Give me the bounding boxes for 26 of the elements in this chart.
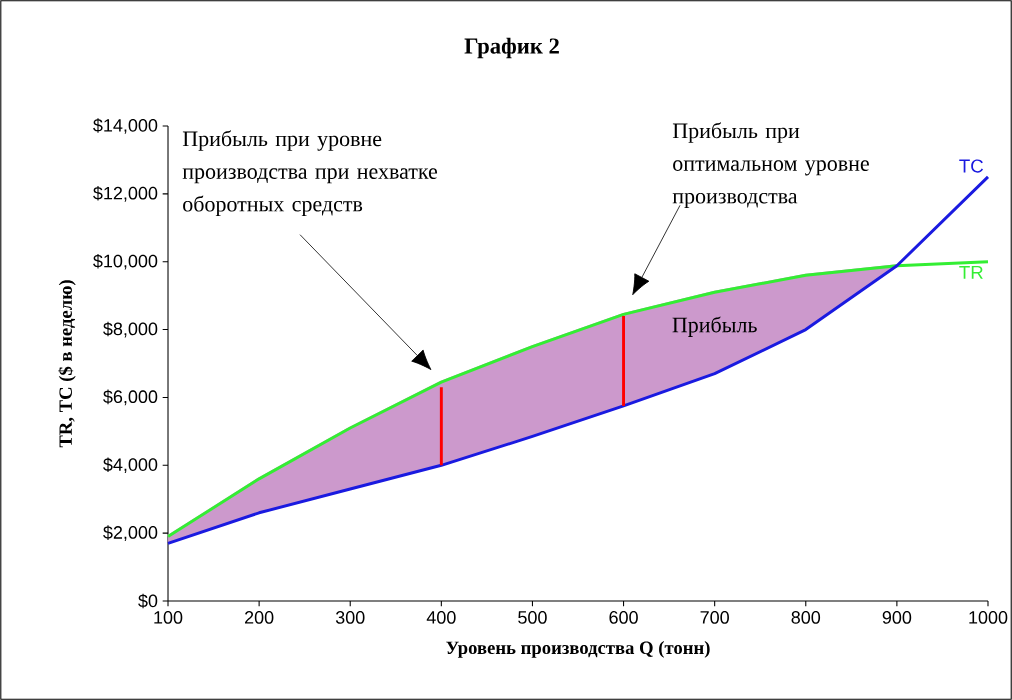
series-label: TC [959,159,984,173]
x-axis-title: Уровень производства Q (тонн) [446,640,710,658]
y-tick-label: $4,000 [103,457,158,474]
y-axis-title: TR, TC ($ в неделю) [58,280,76,448]
x-tick-label: 200 [245,611,274,624]
y-tick-label: $10,000 [93,253,158,270]
x-tick-label: 100 [154,611,183,624]
x-tick-label: 500 [518,611,547,624]
x-tick-label: 300 [335,611,365,624]
y-tick-label: $0 [138,593,158,609]
x-tick-label: 1000 [969,611,1008,624]
x-tick-label: 900 [882,611,912,624]
x-tick-label: 800 [791,611,821,624]
x-tick-label: 400 [426,611,456,624]
annotation: Прибыль [672,316,757,337]
x-tick-label: 600 [609,611,638,624]
y-tick-label: $8,000 [103,321,158,338]
y-tick-label: $2,000 [103,525,158,541]
x-tick-label: 700 [700,611,729,624]
y-tick-label: $14,000 [93,118,158,134]
chart-title: График 2 [464,37,559,59]
y-tick-label: $6,000 [103,389,158,406]
y-tick-label: $12,000 [93,186,158,202]
annotation: Прибыль при уровне производства при нехватке оборотных средств [182,130,438,217]
series-label: TR [959,265,983,279]
annotation: Прибыль при оптимальном уровне производства [672,122,869,209]
